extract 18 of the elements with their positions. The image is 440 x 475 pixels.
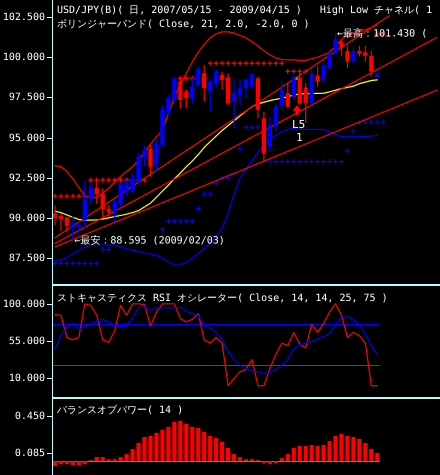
annotation: 1 [296, 131, 303, 144]
y-tick-label: 97.500 [8, 92, 45, 103]
y-tick-label: 10.000 [8, 373, 45, 384]
text: ストキャスティクス RSI オシレーター( Close, 14, 14, 25, 75 ) [57, 293, 388, 304]
y-tick-label: 55.000 [8, 336, 45, 347]
annotation: L5 [292, 118, 306, 131]
text: ボリンジャーバンド( Close, 21, 2.0, -2.0, 0 ) [57, 19, 310, 30]
y-tick-label: 100.000 [2, 52, 45, 63]
chart-title: USD/JPY(B)( 日, 2007/05/15 - 2009/04/15 ) High Low チャネル( 1 [57, 5, 432, 16]
text: バランスオブパワー( 14 ) [56, 404, 184, 416]
y-tick-label: 90.000 [8, 213, 45, 224]
y-tick-label: 100.000 [2, 299, 45, 310]
y-tick-label: 87.500 [8, 253, 45, 264]
y-tick-label: 102.500 [2, 12, 45, 23]
y-tick-label: 0.450 [14, 411, 45, 422]
y-tick-label: 0.085 [14, 448, 45, 459]
y-tick-label: 92.500 [8, 173, 45, 184]
y-tick-label: 95.000 [8, 133, 45, 144]
